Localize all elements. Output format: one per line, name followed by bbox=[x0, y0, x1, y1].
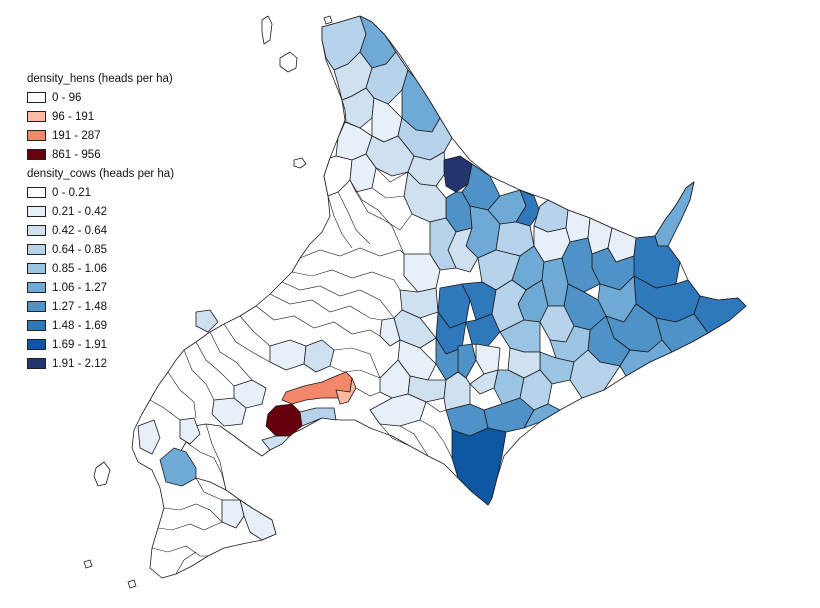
region-sc-1 bbox=[299, 407, 337, 427]
legend-cows-item: 1.06 - 1.27 bbox=[27, 278, 174, 297]
legend-swatch bbox=[27, 320, 46, 331]
legend-label: 1.91 - 2.12 bbox=[52, 357, 107, 370]
legend-label: 0 - 0.21 bbox=[52, 186, 91, 199]
island-rishiri bbox=[279, 51, 298, 73]
legend-cows: density_cows (heads per ha) 0 - 0.21 0.2… bbox=[27, 166, 174, 373]
legend-label: 191 - 287 bbox=[52, 129, 101, 142]
legend-label: 1.27 - 1.48 bbox=[52, 300, 107, 313]
hokkaido-map bbox=[83, 15, 747, 589]
legend-hens: density_hens (heads per ha) 0 - 96 96 - … bbox=[27, 71, 174, 164]
region-sw-4 bbox=[221, 499, 245, 529]
legend-cows-item: 0.64 - 0.85 bbox=[27, 240, 174, 259]
legend-cows-item: 0.21 - 0.42 bbox=[27, 202, 174, 221]
region-tokachi-6 bbox=[457, 343, 477, 379]
legend-label: 0.42 - 0.64 bbox=[52, 224, 107, 237]
legend-swatch bbox=[27, 282, 46, 293]
region-wc-4 bbox=[211, 397, 247, 427]
legend-cows-item: 1.91 - 2.12 bbox=[27, 354, 174, 373]
legend-hens-item: 96 - 191 bbox=[27, 107, 174, 126]
legend-hens-title: density_hens (heads per ha) bbox=[27, 73, 173, 85]
legend-swatch bbox=[27, 301, 46, 312]
legend-swatch bbox=[27, 339, 46, 350]
legend-swatch bbox=[27, 206, 46, 217]
municipal-boundaries bbox=[149, 167, 453, 575]
legend-label: 0.21 - 0.42 bbox=[52, 205, 107, 218]
legend-swatch bbox=[27, 225, 46, 236]
legend-swatch bbox=[27, 263, 46, 274]
region-sw-2 bbox=[137, 419, 161, 455]
island-oshima bbox=[83, 559, 93, 569]
region-east-10 bbox=[619, 339, 673, 377]
region-wc-6 bbox=[379, 317, 401, 347]
legend-cows-item: 1.27 - 1.48 bbox=[27, 297, 174, 316]
region-shiretoko bbox=[654, 181, 695, 247]
legend-cows-title: density_cows (heads per ha) bbox=[27, 168, 175, 180]
region-darkest-north bbox=[443, 155, 473, 193]
island-yagishiri bbox=[323, 15, 333, 25]
region-mid-8 bbox=[443, 371, 471, 411]
legend-label: 1.06 - 1.27 bbox=[52, 281, 107, 294]
region-se-3 bbox=[523, 403, 561, 429]
region-sc-2 bbox=[261, 435, 291, 451]
legend-label: 861 - 956 bbox=[52, 148, 101, 161]
island-okushiri bbox=[93, 461, 111, 487]
legend-cows-item: 1.69 - 1.91 bbox=[27, 335, 174, 354]
region-c-14 bbox=[469, 369, 499, 395]
legend-hens-item: 191 - 287 bbox=[27, 126, 174, 145]
legend-swatch bbox=[27, 187, 46, 198]
legend-hens-item: 861 - 956 bbox=[27, 145, 174, 164]
region-sw-1 bbox=[159, 447, 197, 487]
region-se-cape bbox=[451, 427, 507, 506]
region-mid-10 bbox=[369, 393, 427, 427]
legend-cows-item: 0.85 - 1.06 bbox=[27, 259, 174, 278]
legend-label: 0.85 - 1.06 bbox=[52, 262, 107, 275]
legend-hens-item: 0 - 96 bbox=[27, 88, 174, 107]
legend-label: 96 - 191 bbox=[52, 110, 95, 123]
legend-swatch bbox=[27, 111, 46, 122]
legend-label: 1.48 - 1.69 bbox=[52, 319, 107, 332]
map-legend: density_hens (heads per ha) 0 - 96 96 - … bbox=[27, 71, 174, 373]
island-rebun bbox=[261, 15, 273, 45]
legend-cows-item: 0.42 - 0.64 bbox=[27, 221, 174, 240]
legend-swatch bbox=[27, 130, 46, 141]
legend-label: 0 - 96 bbox=[52, 91, 82, 104]
region-sw-3 bbox=[239, 499, 277, 541]
legend-swatch bbox=[27, 92, 46, 103]
region-ce-8 bbox=[569, 349, 621, 399]
legend-swatch bbox=[27, 358, 46, 369]
region-wc-5 bbox=[195, 309, 219, 333]
island-small-s bbox=[127, 579, 137, 589]
legend-label: 1.69 - 1.91 bbox=[52, 338, 107, 351]
island-teuri bbox=[293, 157, 307, 169]
legend-swatch bbox=[27, 244, 46, 255]
legend-swatch bbox=[27, 149, 46, 160]
legend-cows-item: 1.48 - 1.69 bbox=[27, 316, 174, 335]
region-sw-5 bbox=[179, 417, 201, 445]
legend-cows-item: 0 - 0.21 bbox=[27, 183, 174, 202]
region-ne-6 bbox=[565, 209, 591, 243]
legend-label: 0.64 - 0.85 bbox=[52, 243, 107, 256]
